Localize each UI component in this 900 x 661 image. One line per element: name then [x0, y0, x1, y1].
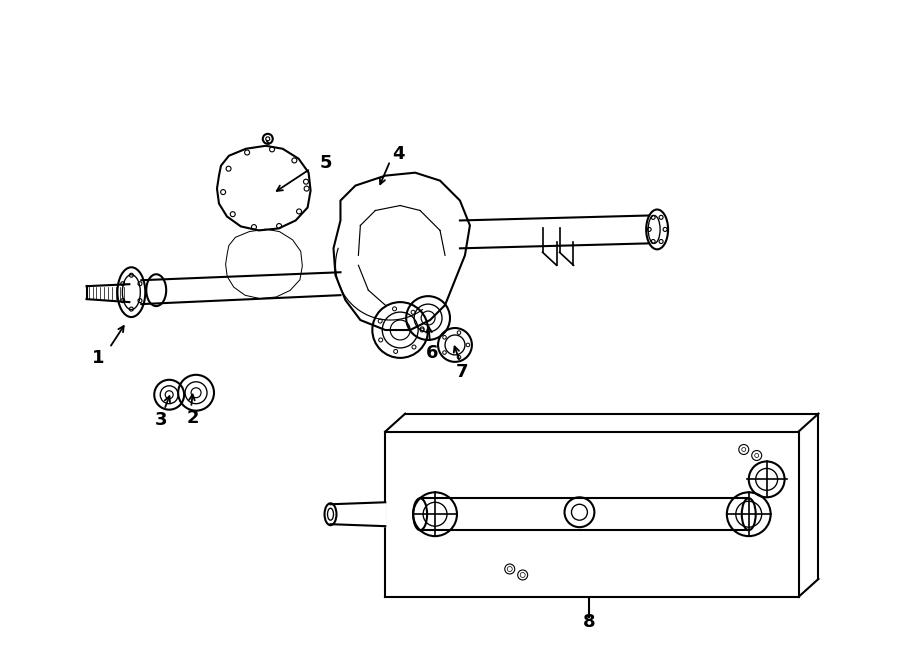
- Text: 2: 2: [187, 408, 199, 426]
- Polygon shape: [334, 173, 470, 330]
- Text: 7: 7: [455, 363, 468, 381]
- Polygon shape: [217, 146, 310, 231]
- Text: 8: 8: [583, 613, 596, 631]
- Text: 5: 5: [320, 154, 332, 172]
- Text: 4: 4: [392, 145, 404, 163]
- Text: 1: 1: [92, 349, 104, 367]
- Text: 3: 3: [155, 410, 167, 428]
- Text: 6: 6: [426, 344, 438, 362]
